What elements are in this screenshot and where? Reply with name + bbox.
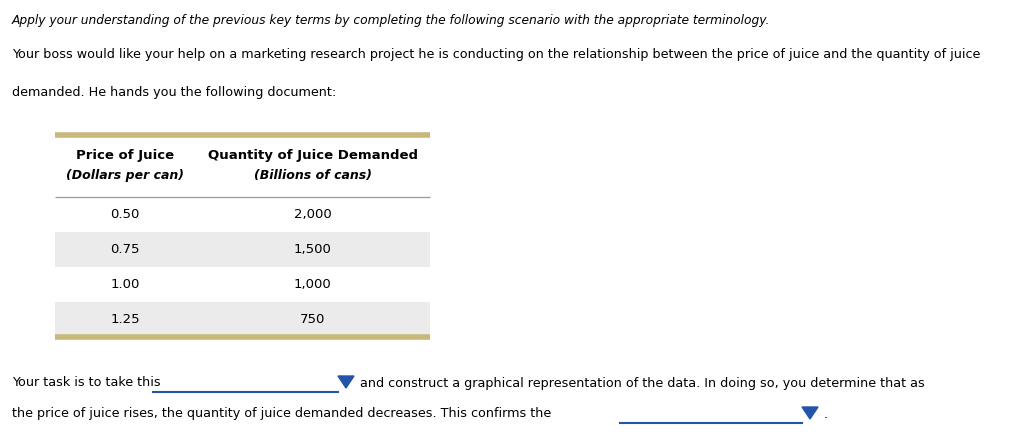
Text: Price of Juice: Price of Juice bbox=[76, 150, 174, 163]
Text: 0.75: 0.75 bbox=[111, 243, 139, 256]
Polygon shape bbox=[338, 376, 354, 388]
Bar bbox=[55, 302, 430, 337]
Text: Quantity of Juice Demanded: Quantity of Juice Demanded bbox=[208, 150, 418, 163]
Text: .: . bbox=[824, 408, 828, 421]
Bar bbox=[55, 197, 430, 232]
Text: (Dollars per can): (Dollars per can) bbox=[66, 169, 184, 182]
Text: Your task is to take this: Your task is to take this bbox=[12, 376, 161, 389]
Text: 1.25: 1.25 bbox=[111, 313, 140, 326]
Bar bbox=[55, 232, 430, 267]
Text: 2,000: 2,000 bbox=[294, 208, 332, 221]
Polygon shape bbox=[802, 407, 818, 419]
Text: 1,000: 1,000 bbox=[294, 278, 332, 291]
Text: the price of juice rises, the quantity of juice demanded decreases. This confirm: the price of juice rises, the quantity o… bbox=[12, 408, 551, 421]
Text: (Billions of cans): (Billions of cans) bbox=[254, 169, 372, 182]
Bar bbox=[55, 135, 430, 197]
Text: and construct a graphical representation of the data. In doing so, you determine: and construct a graphical representation… bbox=[360, 376, 925, 389]
Text: 0.50: 0.50 bbox=[111, 208, 139, 221]
Text: 1,500: 1,500 bbox=[294, 243, 332, 256]
Text: 750: 750 bbox=[300, 313, 326, 326]
Text: demanded. He hands you the following document:: demanded. He hands you the following doc… bbox=[12, 86, 336, 99]
Bar bbox=[55, 267, 430, 302]
Text: Apply your understanding of the previous key terms by completing the following s: Apply your understanding of the previous… bbox=[12, 14, 770, 27]
Text: 1.00: 1.00 bbox=[111, 278, 139, 291]
Text: Your boss would like your help on a marketing research project he is conducting : Your boss would like your help on a mark… bbox=[12, 48, 980, 61]
